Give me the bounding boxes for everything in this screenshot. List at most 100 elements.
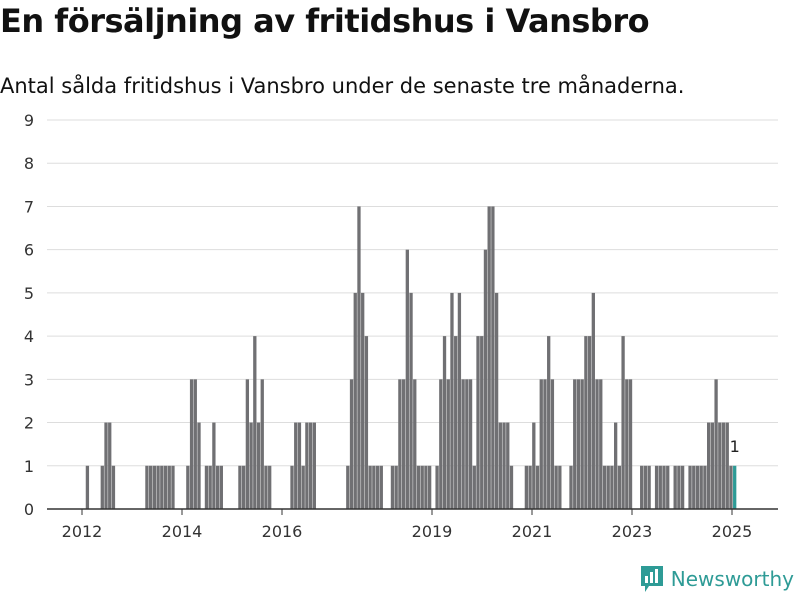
bar: [532, 422, 536, 509]
bar: [364, 336, 369, 509]
bar: [628, 379, 633, 509]
bar: [721, 422, 726, 509]
bar: [491, 206, 495, 509]
bar: [152, 465, 157, 509]
bar: [145, 465, 149, 509]
bar: [643, 465, 648, 509]
bar: [602, 465, 607, 509]
bar: [480, 336, 484, 509]
bar: [149, 465, 153, 509]
bar: [595, 379, 599, 509]
bar: [677, 465, 681, 509]
bar: [405, 249, 409, 510]
bar: [654, 465, 659, 509]
bar: [238, 465, 242, 509]
bar: [104, 422, 108, 509]
bar: [361, 292, 365, 509]
bar: [409, 292, 413, 509]
x-tick-label: 2019: [412, 522, 453, 541]
bar: [379, 465, 383, 509]
bar: [587, 336, 592, 509]
bar: [189, 379, 194, 509]
bar: [528, 465, 532, 509]
bar: [312, 422, 316, 509]
y-tick-label: 9: [24, 111, 34, 130]
bar: [658, 465, 662, 509]
bar: [625, 379, 629, 509]
bar: [614, 422, 618, 509]
bar: [710, 422, 715, 509]
y-tick-label: 1: [24, 457, 34, 476]
bar: [416, 465, 421, 509]
bar: [442, 336, 447, 509]
y-tick-label: 5: [24, 284, 34, 303]
bar: [160, 465, 164, 509]
bar: [714, 379, 718, 509]
bar: [450, 292, 454, 509]
bar: [163, 465, 168, 509]
bar: [398, 379, 402, 509]
x-tick-label: 2014: [162, 522, 203, 541]
bar: [457, 292, 462, 509]
bar: [729, 465, 733, 509]
bar: [420, 465, 424, 509]
x-tick-label: 2021: [512, 522, 553, 541]
y-tick-label: 2: [24, 414, 34, 433]
bar: [703, 465, 707, 509]
bar: [193, 379, 197, 509]
bar: [197, 422, 201, 509]
bar: [699, 465, 703, 509]
bar: [725, 422, 729, 509]
bar: [245, 379, 250, 509]
bar: [606, 465, 610, 509]
bar: [215, 465, 220, 509]
bar: [111, 465, 116, 509]
bar: [368, 465, 372, 509]
bar: [502, 422, 506, 509]
bar: [372, 465, 376, 509]
bar: [617, 465, 622, 509]
bar: [487, 206, 491, 509]
x-tick-label: 2023: [612, 522, 653, 541]
bar: [212, 422, 216, 509]
bar: [439, 379, 443, 509]
bar: [591, 292, 595, 509]
bar: [167, 465, 171, 509]
bar-chart: 0 1 2 3 4 5 6 7 8 9 1 2012 2014 2016 2019 2021 2023 2025: [24, 111, 778, 541]
bar: [413, 379, 417, 509]
y-tick-label: 7: [24, 197, 34, 216]
bar: [375, 465, 380, 509]
bar: [357, 206, 361, 509]
bar: [401, 379, 406, 509]
bar: [547, 336, 551, 509]
bar: [305, 422, 309, 509]
bar: [476, 336, 480, 509]
bar: [472, 465, 476, 509]
y-tick-label: 8: [24, 154, 34, 173]
bar: [666, 465, 670, 509]
bar: [264, 465, 268, 509]
x-tick-label: 2012: [62, 522, 103, 541]
bar: [498, 422, 502, 509]
bar: [468, 379, 473, 509]
bar: [204, 465, 209, 509]
y-tick-label: 4: [24, 327, 34, 346]
bar: [640, 465, 644, 509]
bar: [688, 465, 692, 509]
bar: [353, 292, 357, 509]
bar: [539, 379, 543, 509]
bar: [524, 465, 529, 509]
bar: [268, 465, 272, 509]
bar: [465, 379, 469, 509]
bar: [554, 465, 558, 509]
bar: [290, 465, 294, 509]
highlight-bar: [733, 465, 737, 509]
bar: [186, 465, 190, 509]
bar: [253, 336, 257, 509]
bar: [297, 422, 302, 509]
bar: [256, 422, 261, 509]
bar: [621, 336, 625, 509]
y-tick-label: 6: [24, 241, 34, 260]
bar: [599, 379, 603, 509]
chart-subtitle: Antal sålda fritidshus i Vansbro under d…: [0, 74, 685, 98]
